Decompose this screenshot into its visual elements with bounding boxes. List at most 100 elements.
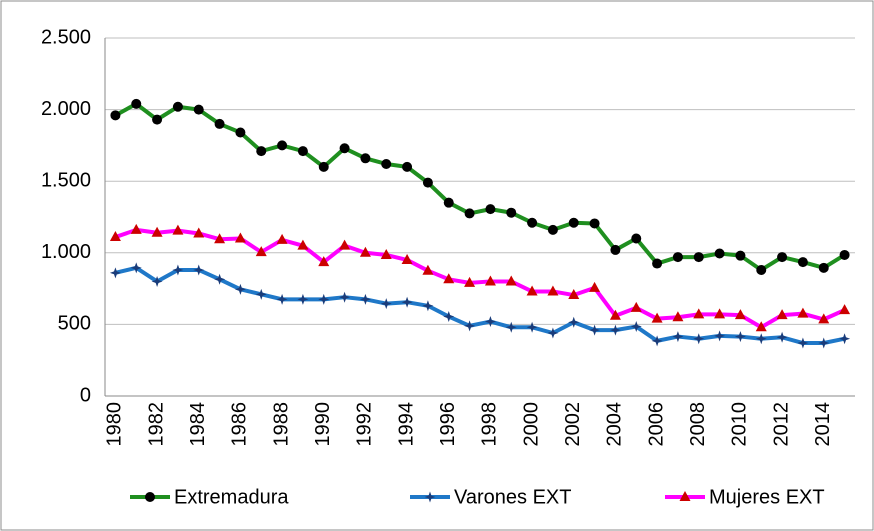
marker	[297, 146, 308, 157]
x-tick-label: 2006	[645, 402, 667, 447]
y-tick-label: 2.500	[41, 26, 91, 48]
y-tick-label: 500	[58, 313, 91, 335]
marker	[359, 293, 371, 305]
marker	[547, 327, 559, 339]
marker	[359, 246, 371, 257]
marker	[609, 309, 621, 320]
marker	[568, 316, 580, 328]
marker	[130, 223, 142, 234]
marker	[145, 492, 155, 502]
marker	[568, 289, 580, 300]
x-tick-label: 1994	[395, 402, 417, 447]
marker	[193, 227, 205, 238]
marker	[526, 285, 538, 296]
marker	[484, 316, 496, 328]
marker	[443, 311, 455, 323]
marker	[172, 264, 184, 276]
marker	[380, 298, 392, 310]
marker	[818, 262, 829, 273]
marker	[672, 331, 684, 343]
marker	[381, 159, 392, 170]
marker	[714, 330, 726, 342]
marker	[402, 161, 413, 172]
marker	[464, 208, 475, 219]
marker	[484, 275, 496, 286]
marker	[172, 101, 183, 112]
x-tick-label: 1982	[145, 402, 167, 447]
marker	[339, 239, 351, 250]
marker	[839, 304, 851, 315]
marker	[714, 308, 726, 319]
marker	[360, 153, 371, 164]
x-tick-label: 1980	[104, 402, 126, 447]
marker	[672, 252, 683, 263]
legend-label: Mujeres EXT	[709, 486, 825, 508]
marker	[756, 264, 767, 275]
x-tick-label: 1984	[187, 402, 209, 447]
marker	[672, 311, 684, 322]
marker	[818, 313, 830, 324]
marker	[380, 248, 392, 259]
x-tick-label: 1990	[312, 402, 334, 447]
x-tick-label: 1992	[354, 402, 376, 447]
marker	[214, 233, 226, 244]
marker	[589, 281, 601, 292]
marker	[589, 218, 600, 229]
marker	[776, 331, 788, 343]
legend-label: Extremadura	[174, 486, 289, 508]
x-tick-label: 2008	[687, 402, 709, 447]
x-tick-label: 1986	[229, 402, 251, 447]
marker	[714, 248, 725, 259]
marker	[755, 333, 767, 345]
marker	[693, 252, 704, 263]
marker	[485, 204, 496, 215]
marker	[276, 293, 288, 305]
x-tick-label: 1996	[437, 402, 459, 447]
marker	[464, 276, 476, 287]
marker	[256, 146, 267, 157]
legend-item: Mujeres EXT	[665, 486, 825, 508]
marker	[151, 226, 163, 237]
marker	[151, 275, 163, 287]
marker	[235, 127, 246, 138]
marker	[734, 331, 746, 343]
marker	[422, 177, 433, 188]
marker	[693, 308, 705, 319]
marker	[339, 143, 350, 154]
marker	[255, 288, 267, 300]
marker	[505, 321, 517, 333]
legend-item: Varones EXT	[410, 486, 571, 508]
x-tick-label: 1998	[479, 402, 501, 447]
marker	[679, 491, 691, 501]
marker	[297, 239, 309, 250]
x-tick-label: 1988	[270, 402, 292, 447]
marker	[755, 321, 767, 332]
legend-label: Varones EXT	[454, 486, 571, 508]
marker	[839, 249, 850, 260]
marker	[527, 217, 538, 228]
marker	[297, 293, 309, 305]
marker	[631, 233, 642, 244]
series-line	[114, 227, 846, 330]
marker	[651, 312, 663, 323]
x-tick-label: 2000	[520, 402, 542, 447]
marker	[568, 217, 579, 228]
marker	[797, 337, 809, 349]
marker	[318, 256, 330, 267]
marker	[422, 264, 434, 275]
marker	[401, 253, 413, 264]
x-tick-label: 2012	[770, 402, 792, 447]
marker	[152, 114, 163, 125]
marker	[735, 250, 746, 261]
marker	[505, 275, 517, 286]
marker	[589, 324, 601, 336]
marker	[339, 291, 351, 303]
x-tick-label: 2004	[604, 402, 626, 447]
marker	[234, 232, 246, 243]
marker	[234, 283, 246, 295]
marker	[818, 337, 830, 349]
marker	[443, 273, 455, 284]
marker	[214, 118, 225, 129]
marker	[464, 320, 476, 332]
